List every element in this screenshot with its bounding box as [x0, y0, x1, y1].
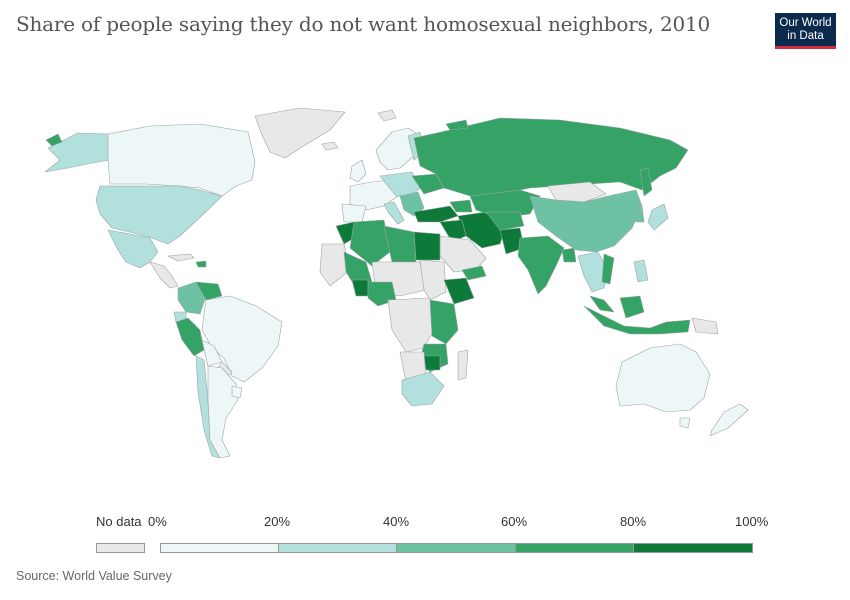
legend-tick-100: 100% [735, 514, 769, 529]
logo-line-2: in Data [787, 30, 824, 42]
legend-swatch-40-60[interactable] [396, 543, 516, 553]
legend-swatch-80-100[interactable] [633, 543, 753, 553]
region-ethiopia[interactable] [443, 277, 475, 305]
region-sudan[interactable] [419, 259, 447, 301]
region-iberia[interactable] [341, 203, 367, 223]
region-arctic-small[interactable] [45, 133, 63, 147]
region-malaysia[interactable] [589, 295, 615, 313]
region-bangladesh[interactable] [561, 247, 577, 263]
region-borneo[interactable] [619, 295, 645, 319]
region-russia-islands[interactable] [445, 119, 469, 131]
legend-swatch-0-20[interactable] [160, 543, 279, 553]
region-madagascar[interactable] [457, 349, 469, 381]
region-venezuela[interactable] [195, 281, 223, 301]
region-russia[interactable] [413, 117, 689, 197]
region-turkey[interactable] [413, 205, 459, 223]
region-philippines[interactable] [633, 259, 649, 283]
legend-swatch-60-80[interactable] [515, 543, 634, 553]
region-china[interactable] [529, 189, 643, 253]
region-india[interactable] [517, 235, 565, 295]
legend-no-data-label: No data [96, 514, 142, 529]
region-burkina[interactable] [351, 279, 369, 297]
logo-line-1: Our World [779, 17, 832, 29]
region-iceland[interactable] [321, 141, 339, 151]
region-cuba[interactable] [167, 253, 195, 262]
region-sakhalin[interactable] [639, 167, 653, 197]
legend-tick-20: 20% [264, 514, 291, 529]
region-png[interactable] [691, 317, 719, 335]
legend-tick-80: 80% [620, 514, 647, 529]
region-iraq[interactable] [439, 219, 467, 243]
region-mainland-se-asia[interactable] [577, 251, 609, 293]
world-map[interactable] [0, 90, 850, 470]
region-peru[interactable] [175, 317, 205, 357]
legend-swatch-no-data[interactable] [96, 543, 145, 553]
region-greenland[interactable] [254, 107, 346, 159]
region-central-asia[interactable] [485, 211, 525, 231]
region-argentina[interactable] [207, 365, 239, 459]
region-mongolia[interactable] [547, 181, 607, 203]
region-haiti[interactable] [195, 260, 207, 268]
region-kazakhstan[interactable] [469, 189, 541, 219]
region-indonesia[interactable] [583, 305, 691, 335]
owid-logo[interactable]: Our World in Data [775, 13, 836, 49]
region-alaska[interactable] [44, 132, 111, 173]
region-algeria[interactable] [349, 219, 391, 267]
region-west-africa-north[interactable] [319, 243, 351, 287]
region-south-africa[interactable] [401, 371, 445, 407]
legend-swatch-20-40[interactable] [278, 543, 397, 553]
region-korea[interactable] [633, 205, 645, 223]
region-brazil[interactable] [201, 295, 283, 383]
region-vietnam[interactable] [601, 253, 615, 285]
region-central-america[interactable] [149, 261, 179, 289]
region-australia[interactable] [615, 343, 711, 413]
region-egypt[interactable] [413, 231, 441, 261]
legend-tick-40: 40% [383, 514, 410, 529]
source-note: Source: World Value Survey [16, 569, 172, 583]
region-tasmania[interactable] [679, 417, 691, 429]
region-japan[interactable] [647, 203, 669, 231]
region-usa[interactable] [95, 185, 223, 245]
region-yemen[interactable] [461, 265, 487, 281]
region-libya[interactable] [383, 225, 417, 263]
region-caucasus[interactable] [449, 199, 473, 213]
region-zimbabwe[interactable] [423, 355, 441, 371]
region-italy[interactable] [383, 201, 405, 225]
region-canada[interactable] [107, 123, 256, 197]
region-uk[interactable] [349, 159, 367, 183]
legend-tick-0: 0% [148, 514, 167, 529]
chart-title: Share of people saying they do not want … [16, 12, 711, 36]
region-arctic-islands[interactable] [377, 109, 397, 122]
region-east-africa[interactable] [429, 299, 459, 345]
region-uruguay[interactable] [231, 385, 243, 399]
region-new-zealand[interactable] [709, 403, 749, 437]
legend-tick-60: 60% [501, 514, 528, 529]
